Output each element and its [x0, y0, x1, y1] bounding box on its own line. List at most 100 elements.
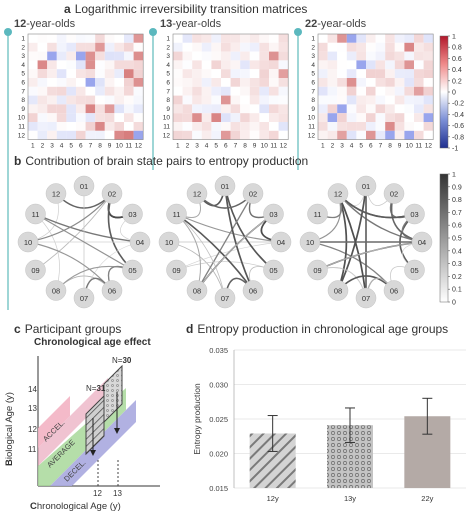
- network-node-label: 04: [418, 238, 426, 247]
- matrix-cell: [104, 34, 115, 43]
- matrix-cell: [85, 95, 96, 105]
- timeline-decoration: [4, 28, 302, 310]
- matrix-cell: [133, 78, 144, 87]
- matrix-cell: [114, 51, 124, 61]
- matrix-cell: [37, 78, 48, 87]
- matrix-cell: [104, 51, 115, 61]
- matrix-cell: [337, 86, 347, 96]
- matrix-cell: [192, 86, 202, 96]
- participant-groups-diagram: 14 13 12 11 12 13 ACCEL. AVERAGE DECEL. …: [4, 356, 160, 512]
- matrix-cell: [85, 34, 96, 43]
- matrix-row-tick: 7: [166, 88, 170, 95]
- matrix-cell: [394, 60, 405, 70]
- matrix-cell: [114, 42, 124, 52]
- matrix-cell: [394, 95, 405, 105]
- matrix-cell: [221, 78, 231, 87]
- matrix-cell: [56, 122, 67, 131]
- network-edge: [176, 241, 282, 271]
- panel-c-title: c Participant groups: [14, 322, 121, 336]
- matrix-cell: [104, 113, 115, 122]
- matrix-cell: [375, 113, 386, 122]
- matrix-cell: [240, 34, 250, 43]
- bar-ytick-label: 0.025: [209, 415, 228, 424]
- matrix-cell: [278, 69, 289, 78]
- matrix-cell: [249, 42, 260, 52]
- network-node: [101, 280, 123, 301]
- matrix-cell: [337, 130, 347, 140]
- matrix-cell: [249, 113, 260, 122]
- network-node-label: 11: [32, 210, 40, 219]
- matrix-cell: [259, 95, 269, 105]
- matrix-row-tick: 12: [18, 132, 26, 139]
- network-edge: [35, 193, 113, 271]
- matrix-cell: [318, 113, 328, 122]
- matrix-cell: [375, 42, 386, 52]
- matrix-cell: [76, 69, 86, 78]
- matrix-cell: [182, 78, 193, 87]
- matrix-cell: [56, 104, 67, 114]
- matrix-col-tick: 11: [125, 143, 132, 150]
- matrix-cell: [66, 42, 76, 52]
- matrix-cell: [95, 130, 105, 140]
- matrix-cell: [346, 51, 357, 61]
- matrix-cell: [356, 130, 366, 140]
- matrix-cell: [249, 78, 260, 87]
- bar-category-label: 12y: [267, 494, 279, 503]
- matrix-cell: [366, 130, 376, 140]
- matrix-cell: [423, 60, 434, 70]
- matrix-col-tick: 9: [108, 143, 112, 150]
- matrix-cell: [385, 34, 395, 43]
- matrix-cell: [259, 122, 269, 131]
- matrix-cell: [76, 130, 86, 140]
- matrix-cell: [28, 60, 38, 70]
- matrix-cell: [269, 95, 279, 105]
- matrix-cell: [318, 86, 328, 96]
- matrix-cell: [85, 60, 96, 70]
- matrix-cell: [230, 113, 241, 122]
- matrix-cell: [375, 130, 386, 140]
- matrix-col-tick: 6: [224, 143, 228, 150]
- n31-prefix: N=: [86, 384, 97, 393]
- network-edge: [176, 213, 226, 299]
- matrix-col-tick: 3: [195, 143, 199, 150]
- colorbar-b-tick: 0.2: [452, 274, 462, 281]
- matrix-cell: [423, 95, 434, 105]
- network-edge: [224, 185, 275, 271]
- matrix-cell: [173, 34, 183, 43]
- matrix-row-tick: 11: [163, 124, 170, 131]
- colorbar-b-tick: 0: [452, 300, 456, 307]
- matrix-cell: [346, 78, 357, 87]
- matrix-cell: [414, 130, 424, 140]
- matrix-cell: [337, 51, 347, 61]
- matrix-cell: [182, 51, 193, 61]
- colorbar-b-tick: 0.9: [452, 184, 462, 191]
- matrix-cell: [201, 34, 212, 43]
- matrix-cell: [47, 104, 57, 114]
- matrix-cell: [133, 113, 144, 122]
- matrix-row-tick: 12: [308, 132, 316, 139]
- matrix-12-age-suffix: -year-olds: [26, 18, 76, 30]
- matrix-col-tick: 6: [79, 143, 83, 150]
- matrix-cell: [375, 104, 386, 114]
- matrix-cell: [337, 78, 347, 87]
- matrix-cell: [327, 95, 338, 105]
- network-edge: [27, 193, 113, 243]
- matrix-cell: [182, 122, 193, 131]
- panel-c-subtitle: Chronological age effect: [34, 337, 151, 348]
- matrix-cell: [230, 86, 241, 96]
- matrix-cell: [37, 69, 48, 78]
- n30-prefix: N=: [112, 356, 123, 365]
- panel-a-letter: a: [64, 2, 71, 16]
- matrix-cell: [192, 130, 202, 140]
- matrix-cell: [318, 34, 328, 43]
- matrix-cell: [356, 122, 366, 131]
- matrix-cell: [104, 69, 115, 78]
- matrix-cell: [259, 113, 269, 122]
- network-node-label: 02: [108, 190, 116, 199]
- network-node-label: 03: [269, 210, 277, 219]
- matrix-cell: [173, 78, 183, 87]
- matrix-cell: [173, 60, 183, 70]
- matrix-cell: [414, 104, 424, 114]
- colorbar-a-tick: -0.2: [452, 101, 464, 108]
